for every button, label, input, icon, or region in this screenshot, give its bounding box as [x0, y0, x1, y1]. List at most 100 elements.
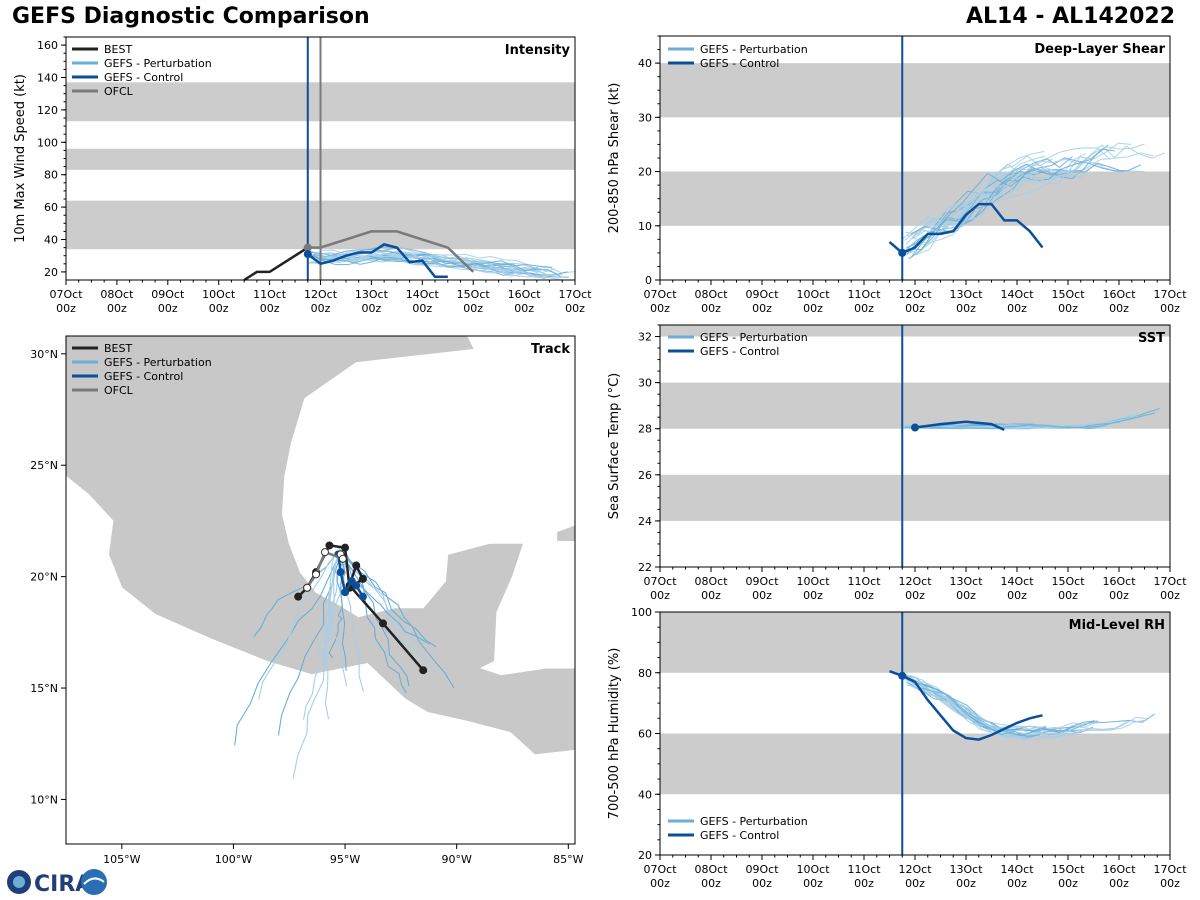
x-tick-label: 17Oct	[1153, 288, 1187, 301]
x-tick-label: 12Oct	[898, 575, 932, 588]
x-tick-label: 07Oct	[643, 288, 677, 301]
panel-title: Intensity	[505, 43, 571, 58]
panel-title: Track	[531, 342, 570, 357]
x-tick-label: 10Oct	[202, 288, 236, 301]
y-tick-label: 20	[44, 266, 58, 279]
legend-entry: GEFS - Control	[104, 370, 183, 383]
y-tick-label: 60	[638, 728, 652, 741]
x-tick-sublabel: 00z	[752, 877, 772, 890]
x-tick-label: 09Oct	[745, 863, 779, 876]
x-tick-label: 09Oct	[745, 575, 779, 588]
x-tick-sublabel: 00z	[956, 877, 976, 890]
x-tick-label: 07Oct	[643, 863, 677, 876]
x-tick-label: 15Oct	[457, 288, 491, 301]
y-tick-label: 24	[638, 515, 652, 528]
perturbation-track	[234, 553, 341, 746]
x-tick-sublabel: 00z	[1058, 589, 1078, 602]
x-tick-sublabel: 00z	[1160, 877, 1180, 890]
y-tick-label: 20	[638, 849, 652, 862]
map-frame	[65, 335, 576, 845]
latitude-label: 20°N	[30, 571, 58, 584]
threshold-band	[660, 382, 1170, 429]
x-tick-sublabel: 00z	[1109, 302, 1129, 315]
longitude-label: 85°W	[553, 853, 583, 866]
x-tick-label: 14Oct	[406, 288, 440, 301]
x-tick-label: 13Oct	[949, 863, 983, 876]
x-tick-label: 13Oct	[949, 288, 983, 301]
perturbation-member-line	[914, 142, 1132, 244]
x-tick-sublabel: 00z	[56, 302, 76, 315]
storm-identifier: AL14 - AL142022	[966, 4, 1175, 29]
x-tick-label: 12Oct	[898, 288, 932, 301]
legend-entry: GEFS - Perturbation	[700, 331, 808, 344]
best-track-point	[352, 561, 361, 570]
control-track-point	[358, 592, 367, 601]
x-tick-label: 12Oct	[304, 288, 338, 301]
perturbation-member-line	[309, 254, 552, 268]
y-axis-label: 200-850 hPa Shear (kt)	[607, 83, 622, 234]
x-tick-label: 08Oct	[694, 575, 728, 588]
y-tick-label: 40	[638, 57, 652, 70]
y-tick-label: 28	[638, 423, 652, 436]
track-map: 105°W 100°W 95°W 90°W 85°W 10°N 15°N 20°N 25°N 30…	[30, 335, 584, 866]
perturbation-track	[253, 552, 337, 637]
y-tick-label: 32	[638, 331, 652, 344]
x-tick-label: 17Oct	[1153, 575, 1187, 588]
ofcl-series-line	[307, 230, 475, 273]
y-tick-label: 20	[638, 166, 652, 179]
x-tick-sublabel: 00z	[209, 302, 229, 315]
best-series-line	[243, 246, 309, 282]
cira-logo-icon: CIRA	[7, 869, 107, 897]
perturbation-member-line	[313, 254, 556, 278]
control-track-point	[336, 568, 345, 577]
x-tick-label: 10Oct	[796, 288, 830, 301]
threshold-band	[660, 733, 1170, 795]
perturbation-member-line	[906, 167, 1086, 255]
x-tick-sublabel: 00z	[514, 302, 534, 315]
x-tick-sublabel: 00z	[701, 302, 721, 315]
perturbation-member-line	[912, 679, 1156, 739]
threshold-band	[660, 325, 1170, 337]
perturbation-member-line	[913, 686, 1067, 734]
ofcl-track-point	[338, 554, 347, 563]
y-tick-label: 10	[638, 220, 652, 233]
panel-title: SST	[1138, 331, 1165, 346]
legend-entry: GEFS - Perturbation	[700, 43, 808, 56]
intensity-chart: 2040608010012014016007Oct00z08Oct00z09Oc…	[13, 36, 592, 315]
x-tick-label: 11Oct	[847, 575, 881, 588]
x-tick-label: 17Oct	[558, 288, 592, 301]
plot-frame	[659, 324, 1171, 568]
latitude-label: 10°N	[30, 793, 58, 806]
x-tick-sublabel: 00z	[701, 877, 721, 890]
legend-entry: BEST	[104, 43, 132, 56]
y-tick-label: 30	[638, 377, 652, 390]
x-tick-sublabel: 00z	[905, 589, 925, 602]
x-tick-sublabel: 00z	[905, 877, 925, 890]
y-tick-label: 140	[37, 72, 58, 85]
perturbation-member-line	[904, 422, 1109, 430]
land-mass	[65, 335, 576, 756]
panel-title: Deep-Layer Shear	[1034, 42, 1165, 57]
x-tick-sublabel: 00z	[1007, 877, 1027, 890]
x-tick-sublabel: 00z	[158, 302, 178, 315]
perturbation-member-line	[905, 168, 1072, 235]
x-tick-sublabel: 00z	[1109, 589, 1129, 602]
ofcl-track-point	[312, 570, 321, 579]
y-tick-label: 22	[638, 561, 652, 574]
x-tick-sublabel: 00z	[565, 302, 585, 315]
x-tick-label: 12Oct	[898, 863, 932, 876]
x-tick-sublabel: 00z	[463, 302, 483, 315]
x-tick-label: 07Oct	[49, 288, 83, 301]
x-tick-label: 10Oct	[796, 863, 830, 876]
x-tick-sublabel: 00z	[854, 589, 874, 602]
best-track-point	[341, 543, 350, 552]
x-tick-label: 15Oct	[1051, 863, 1085, 876]
control-track-point	[341, 588, 350, 597]
x-tick-sublabel: 00z	[1160, 589, 1180, 602]
x-tick-sublabel: 00z	[854, 302, 874, 315]
control-init-point	[898, 671, 907, 680]
x-tick-label: 16Oct	[508, 288, 542, 301]
x-tick-sublabel: 00z	[1007, 589, 1027, 602]
x-tick-sublabel: 00z	[752, 302, 772, 315]
x-tick-sublabel: 00z	[260, 302, 280, 315]
